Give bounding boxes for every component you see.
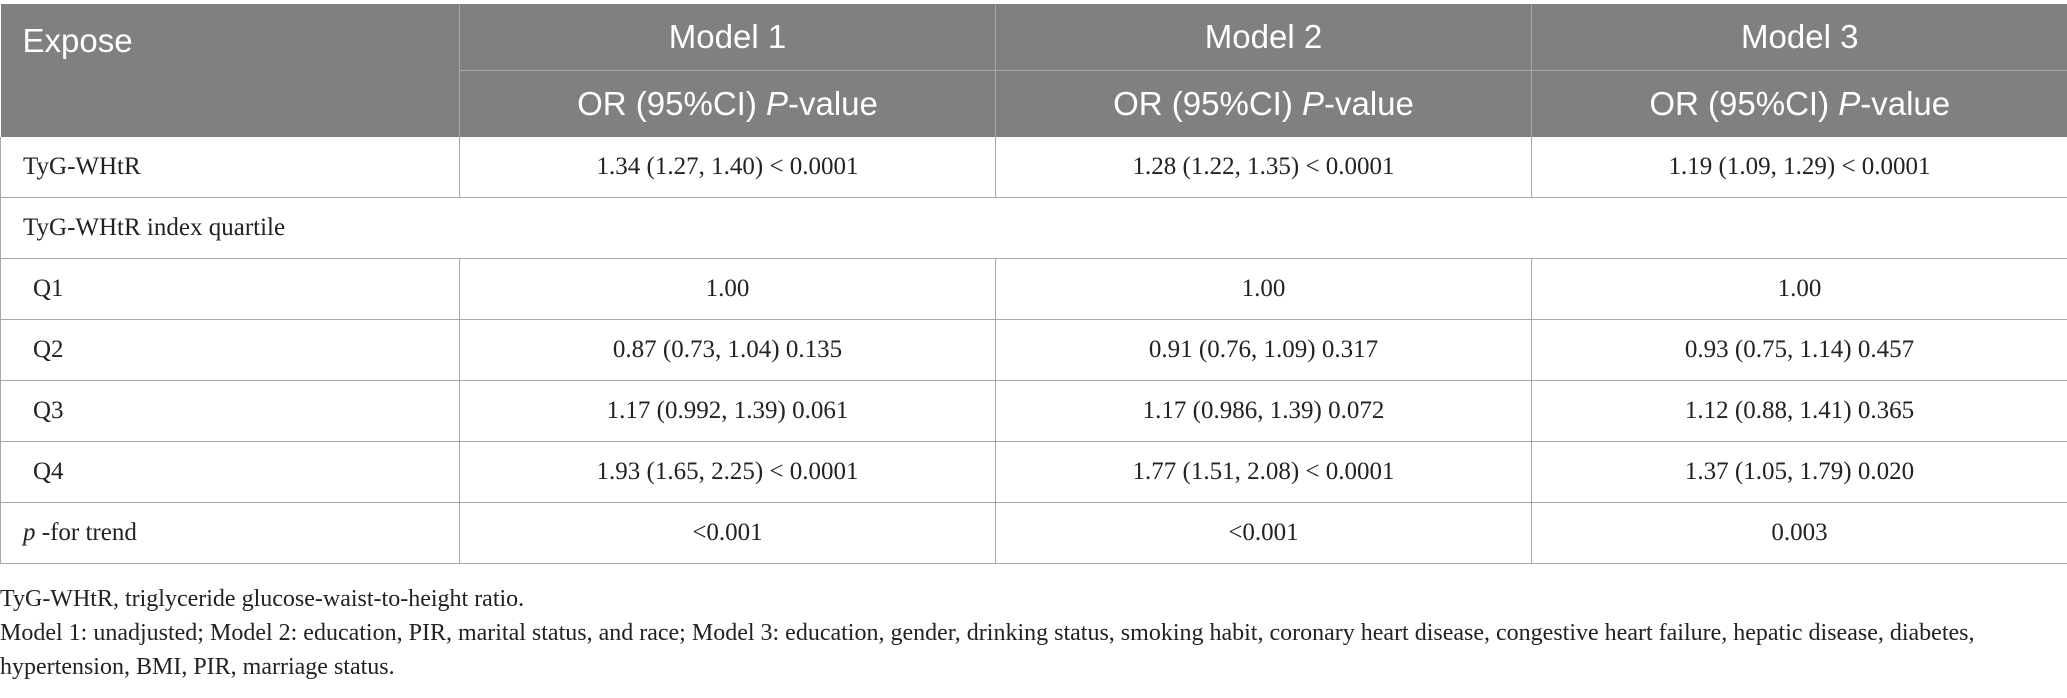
trend-label-rest: -for trend [35,519,137,546]
row-label: p -for trend [0,502,460,564]
cell-model-1: 1.17 (0.992, 1.39) 0.061 [459,380,996,442]
row-label: Q1 [0,258,460,320]
table-row-q1: Q1 1.00 1.00 1.00 [0,258,2067,320]
header-measure-model-1: OR (95%CI) P-value [459,70,996,137]
cell-model-1: 1.00 [459,258,996,320]
header-model-2: Model 2 [995,4,1532,71]
cell-model-1: 1.93 (1.65, 2.25) < 0.0001 [459,441,996,503]
cell-model-1: <0.001 [459,502,996,564]
table-row-p-for-trend: p -for trend <0.001 <0.001 0.003 [0,502,2067,564]
cell-model-3: 1.37 (1.05, 1.79) 0.020 [1531,441,2067,503]
row-label: Q4 [0,441,460,503]
footnote-abbreviation: TyG-WHtR, triglyceride glucose-waist-to-… [0,586,525,612]
header-row-measures: OR (95%CI) P-value OR (95%CI) P-value OR… [1,70,2067,137]
trend-label-p: p [23,519,36,546]
header-expose: Expose [0,4,460,137]
table-row-q4: Q4 1.93 (1.65, 2.25) < 0.0001 1.77 (1.51… [0,441,2067,503]
table-body: TyG-WHtR 1.34 (1.27, 1.40) < 0.0001 1.28… [0,137,2067,564]
cell-model-2: 0.91 (0.76, 1.09) 0.317 [995,319,1532,381]
header-model-3: Model 3 [1531,4,2067,71]
results-table: Expose Model 1 Model 2 Model 3 OR (95%CI… [0,4,2067,564]
quartile-heading: TyG-WHtR index quartile [0,197,2067,259]
cell-model-3: 1.12 (0.88, 1.41) 0.365 [1531,380,2067,442]
header-measure-suffix: -value [1860,85,1951,122]
cell-model-1: 1.34 (1.27, 1.40) < 0.0001 [459,137,996,198]
row-label: TyG-WHtR [0,137,460,198]
header-measure-model-3: OR (95%CI) P-value [1531,70,2067,137]
row-label: Q3 [0,380,460,442]
cell-model-2: 1.28 (1.22, 1.35) < 0.0001 [995,137,1532,198]
header-measure-p: P [1838,85,1861,122]
cell-model-3: 1.00 [1531,258,2067,320]
header-measure-prefix: OR (95%CI) [1113,85,1302,122]
cell-model-2: 1.00 [995,258,1532,320]
header-measure-model-2: OR (95%CI) P-value [995,70,1532,137]
row-label: Q2 [0,319,460,381]
header-measure-suffix: -value [788,85,878,122]
header-model-1: Model 1 [459,4,996,71]
header-measure-suffix: -value [1324,85,1414,122]
cell-model-3: 0.93 (0.75, 1.14) 0.457 [1531,319,2067,381]
cell-model-1: 0.87 (0.73, 1.04) 0.135 [459,319,996,381]
table-row-tyg-whtr: TyG-WHtR 1.34 (1.27, 1.40) < 0.0001 1.28… [0,137,2067,198]
header-row-models: Expose Model 1 Model 2 Model 3 [0,4,2067,137]
header-measure-prefix: OR (95%CI) [1649,85,1839,122]
table-header: Expose Model 1 Model 2 Model 3 OR (95%CI… [0,4,2067,137]
header-measure-prefix: OR (95%CI) [577,85,766,122]
header-measure-p: P [1301,85,1324,122]
header-measure-p: P [765,85,788,122]
cell-model-2: <0.001 [995,502,1532,564]
cell-model-3: 1.19 (1.09, 1.29) < 0.0001 [1531,137,2067,198]
cell-model-2: 1.17 (0.986, 1.39) 0.072 [995,380,1532,442]
table-row-q3: Q3 1.17 (0.992, 1.39) 0.061 1.17 (0.986,… [0,380,2067,442]
footnote-models: Model 1: unadjusted; Model 2: education,… [0,620,1975,680]
table-footnotes: TyG-WHtR, triglyceride glucose-waist-to-… [0,582,2060,684]
cell-model-3: 0.003 [1531,502,2067,564]
cell-model-2: 1.77 (1.51, 2.08) < 0.0001 [995,441,1532,503]
table-row-q2: Q2 0.87 (0.73, 1.04) 0.135 0.91 (0.76, 1… [0,319,2067,381]
table-row-quartile-heading: TyG-WHtR index quartile [0,197,2067,259]
